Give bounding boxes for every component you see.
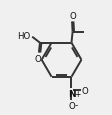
Text: N: N	[68, 89, 75, 98]
Text: +: +	[75, 89, 81, 98]
Text: HO: HO	[17, 32, 31, 41]
Text: O: O	[68, 101, 75, 110]
Text: O: O	[69, 12, 76, 21]
Text: -: -	[74, 101, 78, 110]
Text: O: O	[81, 86, 88, 95]
Text: O: O	[35, 55, 41, 64]
